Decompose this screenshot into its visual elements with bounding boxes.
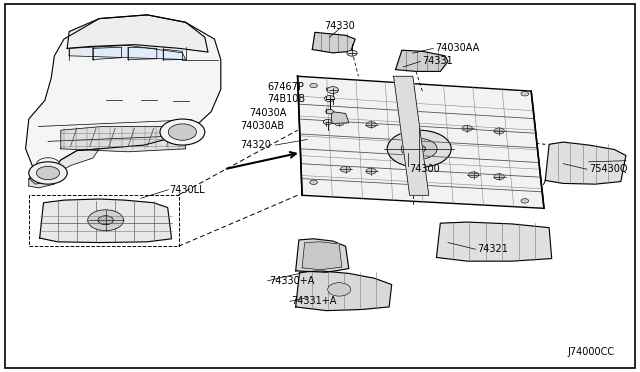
- Polygon shape: [93, 47, 122, 60]
- Polygon shape: [312, 32, 355, 53]
- Circle shape: [387, 130, 451, 167]
- Circle shape: [462, 125, 472, 131]
- Circle shape: [494, 128, 504, 134]
- Polygon shape: [26, 15, 221, 175]
- Polygon shape: [69, 45, 186, 60]
- Circle shape: [521, 92, 529, 96]
- Circle shape: [401, 138, 437, 159]
- Circle shape: [366, 168, 376, 174]
- Circle shape: [326, 109, 333, 114]
- Text: 74030AB: 74030AB: [240, 122, 284, 131]
- Polygon shape: [394, 76, 429, 195]
- Circle shape: [413, 145, 426, 153]
- Polygon shape: [29, 149, 99, 184]
- Polygon shape: [61, 126, 186, 152]
- Circle shape: [327, 87, 339, 93]
- Text: 74330+A: 74330+A: [269, 276, 314, 286]
- Circle shape: [36, 166, 60, 180]
- Circle shape: [98, 216, 113, 225]
- Text: 74300: 74300: [410, 164, 440, 174]
- Circle shape: [323, 119, 332, 125]
- Text: 74321: 74321: [477, 244, 508, 254]
- Text: 74331+A: 74331+A: [291, 296, 337, 306]
- Polygon shape: [296, 239, 349, 272]
- Text: J74000CC: J74000CC: [567, 347, 614, 356]
- Text: 67467P: 67467P: [268, 83, 305, 92]
- Circle shape: [310, 83, 317, 88]
- Polygon shape: [396, 50, 448, 71]
- Text: 74030A: 74030A: [250, 109, 287, 118]
- Circle shape: [366, 122, 376, 128]
- Circle shape: [324, 96, 335, 102]
- Text: 74B10B: 74B10B: [268, 94, 306, 103]
- Polygon shape: [296, 271, 392, 311]
- Circle shape: [521, 199, 529, 203]
- Circle shape: [88, 210, 124, 231]
- Circle shape: [29, 162, 67, 184]
- Circle shape: [160, 119, 205, 145]
- Polygon shape: [40, 199, 172, 243]
- Polygon shape: [298, 76, 544, 208]
- Polygon shape: [332, 112, 349, 124]
- Circle shape: [334, 120, 344, 126]
- Circle shape: [347, 50, 357, 56]
- Circle shape: [340, 166, 351, 172]
- Polygon shape: [436, 222, 552, 261]
- Text: 74320: 74320: [240, 140, 271, 150]
- Polygon shape: [163, 49, 182, 60]
- Circle shape: [328, 283, 351, 296]
- Bar: [29, 195, 179, 246]
- Circle shape: [310, 180, 317, 185]
- Text: 7430LL: 7430LL: [170, 185, 205, 195]
- Circle shape: [168, 124, 196, 140]
- Polygon shape: [545, 142, 626, 184]
- Circle shape: [468, 172, 479, 178]
- Text: 74030AA: 74030AA: [435, 44, 479, 53]
- Text: 75430Q: 75430Q: [589, 164, 627, 174]
- Circle shape: [494, 174, 504, 180]
- Polygon shape: [302, 242, 342, 270]
- Polygon shape: [29, 177, 54, 188]
- Text: 74330: 74330: [324, 21, 355, 31]
- Text: 74331: 74331: [422, 57, 453, 66]
- Polygon shape: [128, 47, 157, 60]
- Circle shape: [36, 158, 60, 171]
- Polygon shape: [67, 15, 208, 52]
